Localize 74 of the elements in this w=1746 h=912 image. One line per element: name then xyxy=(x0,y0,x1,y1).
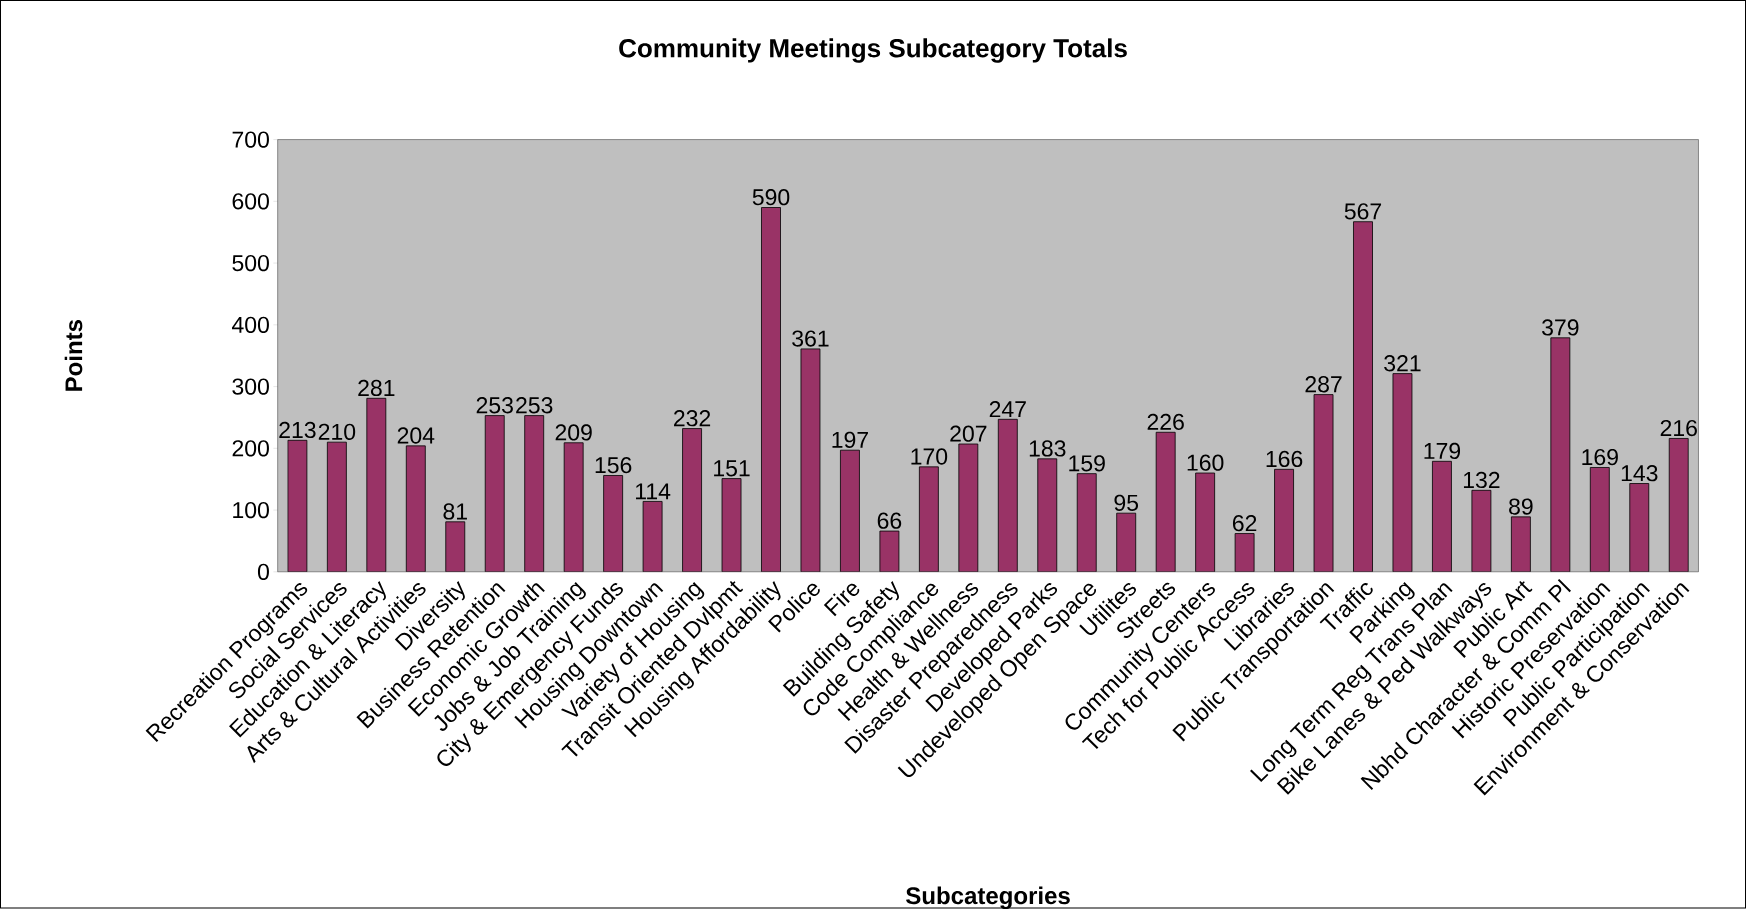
bar xyxy=(997,418,1018,572)
y-tick-label: 200 xyxy=(232,439,269,457)
bar xyxy=(1353,221,1373,572)
data-label: 253 xyxy=(476,396,513,414)
y-tick-label: 0 xyxy=(257,563,269,580)
bar xyxy=(603,474,624,572)
data-label: 281 xyxy=(358,379,395,396)
bar xyxy=(1589,466,1610,572)
data-label: 204 xyxy=(397,427,435,444)
data-label: 213 xyxy=(279,421,316,438)
bar xyxy=(405,445,426,572)
data-label: 114 xyxy=(636,483,671,500)
bar xyxy=(682,427,702,572)
data-label: 361 xyxy=(792,330,829,347)
data-label: 66 xyxy=(877,512,902,529)
data-label: 159 xyxy=(1069,454,1105,472)
data-label: 216 xyxy=(1660,419,1697,437)
y-tick-label: 700 xyxy=(232,131,269,148)
data-label: 207 xyxy=(950,425,987,442)
data-label: 209 xyxy=(555,424,592,441)
data-label: 567 xyxy=(1344,203,1382,220)
bar xyxy=(524,415,545,572)
data-label: 143 xyxy=(1621,464,1658,482)
data-label: 321 xyxy=(1384,354,1421,372)
y-tick-label: 100 xyxy=(233,501,269,519)
bar xyxy=(840,449,860,572)
bar xyxy=(1432,460,1452,572)
data-label: 210 xyxy=(318,423,356,440)
data-label: 151 xyxy=(714,460,750,477)
data-label: 89 xyxy=(1509,498,1533,515)
data-label: 232 xyxy=(674,409,711,427)
bar xyxy=(1510,516,1531,572)
data-label: 183 xyxy=(1029,440,1066,457)
data-label: 95 xyxy=(1114,494,1139,511)
data-label: 156 xyxy=(595,456,632,474)
data-label: 253 xyxy=(516,396,553,414)
y-tick-label: 400 xyxy=(231,316,269,333)
y-tick-label: 600 xyxy=(232,192,269,210)
y-tick-label: 500 xyxy=(232,254,269,272)
bar xyxy=(1155,431,1176,572)
data-label: 379 xyxy=(1542,319,1579,336)
bar xyxy=(958,443,979,572)
data-label: 170 xyxy=(911,448,948,465)
bar xyxy=(1629,482,1650,572)
bar xyxy=(1274,468,1294,572)
data-label: 166 xyxy=(1266,450,1303,467)
bar xyxy=(366,397,387,572)
data-label: 169 xyxy=(1582,448,1618,466)
bar xyxy=(1195,472,1216,572)
bar xyxy=(1076,473,1097,572)
x-axis-title: Subcategories xyxy=(906,886,1070,909)
data-label: 287 xyxy=(1305,375,1342,393)
bar xyxy=(484,415,505,572)
bar xyxy=(563,442,584,572)
bar xyxy=(918,466,939,572)
data-label: 197 xyxy=(832,431,868,448)
bar xyxy=(1668,437,1689,572)
data-label: 132 xyxy=(1463,471,1500,488)
chart-title: Community Meetings Subcategory Totals xyxy=(619,38,1127,63)
data-label: 226 xyxy=(1147,413,1184,430)
bar xyxy=(761,206,781,572)
bar xyxy=(326,441,347,572)
bar xyxy=(1550,337,1571,572)
y-axis-title: Points xyxy=(64,319,83,391)
bar xyxy=(1116,512,1137,572)
data-label: 160 xyxy=(1187,454,1224,471)
data-label: 179 xyxy=(1424,442,1461,459)
bar xyxy=(1037,458,1058,572)
bar xyxy=(445,521,466,572)
data-label: 590 xyxy=(752,188,790,206)
data-label: 81 xyxy=(443,503,467,520)
data-label: 62 xyxy=(1232,514,1257,532)
y-tick-label: 300 xyxy=(232,378,269,395)
data-label: 247 xyxy=(989,400,1026,417)
